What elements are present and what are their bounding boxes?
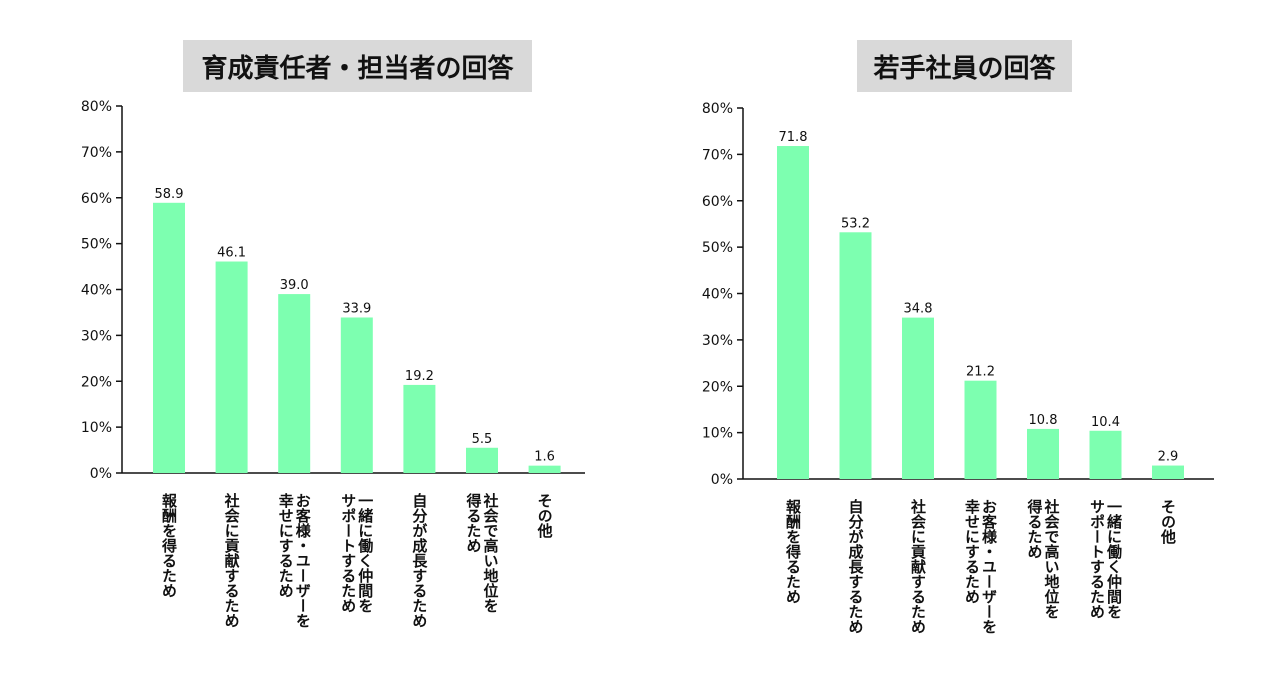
data-label: 46.1 [217,246,246,261]
category-label: 幸せにするため [277,493,295,598]
bar-chart-left: 0% 10% 20% 30% 40% 50% 60% 70% 80% 58.9 報酬を得るため 46.… [81,99,585,628]
category-label: サポートするため [1088,499,1106,619]
bar [1152,465,1184,479]
bar [1089,430,1122,479]
data-label: 58.9 [155,187,184,202]
y-tick-label: 0% [711,472,733,488]
category-label: 報酬を得るため [160,492,178,598]
category-label: その他 [536,493,554,539]
y-tick-label: 40% [702,287,733,303]
bar [528,465,561,473]
data-label: 10.4 [1091,415,1120,430]
category-label: 自分が成長するため [847,498,865,634]
category-label: 一緒に働く仲間を [1105,499,1123,619]
y-tick-label: 40% [81,283,112,299]
y-tick-label: 50% [81,237,112,253]
category-label: お客様・ユーザーを [980,499,998,634]
bar [839,232,872,479]
bar [902,317,934,479]
bar-chart-right: 0% 10% 20% 30% 40% 50% 60% 70% 80% 71.8 報酬を得るため 53.… [702,101,1214,634]
data-label: 1.6 [534,450,555,465]
y-tick-label: 20% [81,374,112,390]
bar [215,261,248,473]
category-label: その他 [1159,499,1177,545]
bar [403,384,436,473]
y-tick-label: 80% [81,99,112,115]
y-tick-label: 10% [81,420,112,436]
y-tick-label: 30% [81,328,112,344]
chart-panel-left: 育成責任者・担当者の回答 0% 10% 20% 30% 40% 50% 60% 70% 80% 5… [81,40,585,628]
data-label: 53.2 [841,216,870,231]
y-tick-label: 20% [702,379,733,395]
category-label: 幸せにするため [963,499,981,604]
chart-title: 若手社員の回答 [857,40,1072,92]
data-label: 5.5 [472,432,493,447]
bar [466,447,498,473]
data-label: 10.8 [1029,413,1058,428]
bar [340,317,373,473]
data-label: 19.2 [405,369,434,384]
category-label: 社会に貢献するため [223,492,241,628]
data-label: 2.9 [1158,450,1179,465]
chart-title: 育成責任者・担当者の回答 [183,40,532,92]
data-label: 39.0 [280,278,309,293]
y-tick-label: 80% [702,101,733,117]
bar [777,146,809,479]
category-label: 報酬を得るため [784,498,802,604]
category-label: サポートするため [339,493,357,613]
category-label: 社会に貢献するため [909,498,927,634]
category-label: お客様・ユーザーを [294,493,312,628]
bar [153,202,185,473]
y-tick-label: 70% [81,145,112,161]
category-label: 自分が成長するため [410,492,428,628]
bar [1027,428,1059,479]
category-label: 社会で高い地位を [1043,498,1061,619]
data-label: 21.2 [966,365,995,380]
y-tick-label: 10% [702,426,733,442]
y-tick-label: 30% [702,333,733,349]
data-label: 71.8 [779,130,808,145]
category-label: 得るため [465,492,483,553]
data-label: 34.8 [904,302,933,317]
y-tick-label: 50% [702,240,733,256]
bar [964,380,997,479]
category-label: 一緒に働く仲間を [356,493,374,613]
bar [278,294,311,473]
y-tick-label: 0% [90,466,112,482]
y-tick-label: 60% [702,194,733,210]
y-tick-label: 70% [702,147,733,163]
chart-panel-right: 若手社員の回答 0% 10% 20% 30% 40% 50% 60% 70% 80% 71.8 報酬… [640,0,1280,696]
category-label: 社会で高い地位を [482,492,500,613]
category-label: 得るため [1026,498,1044,559]
y-tick-label: 60% [81,191,112,207]
data-label: 33.9 [342,301,371,316]
